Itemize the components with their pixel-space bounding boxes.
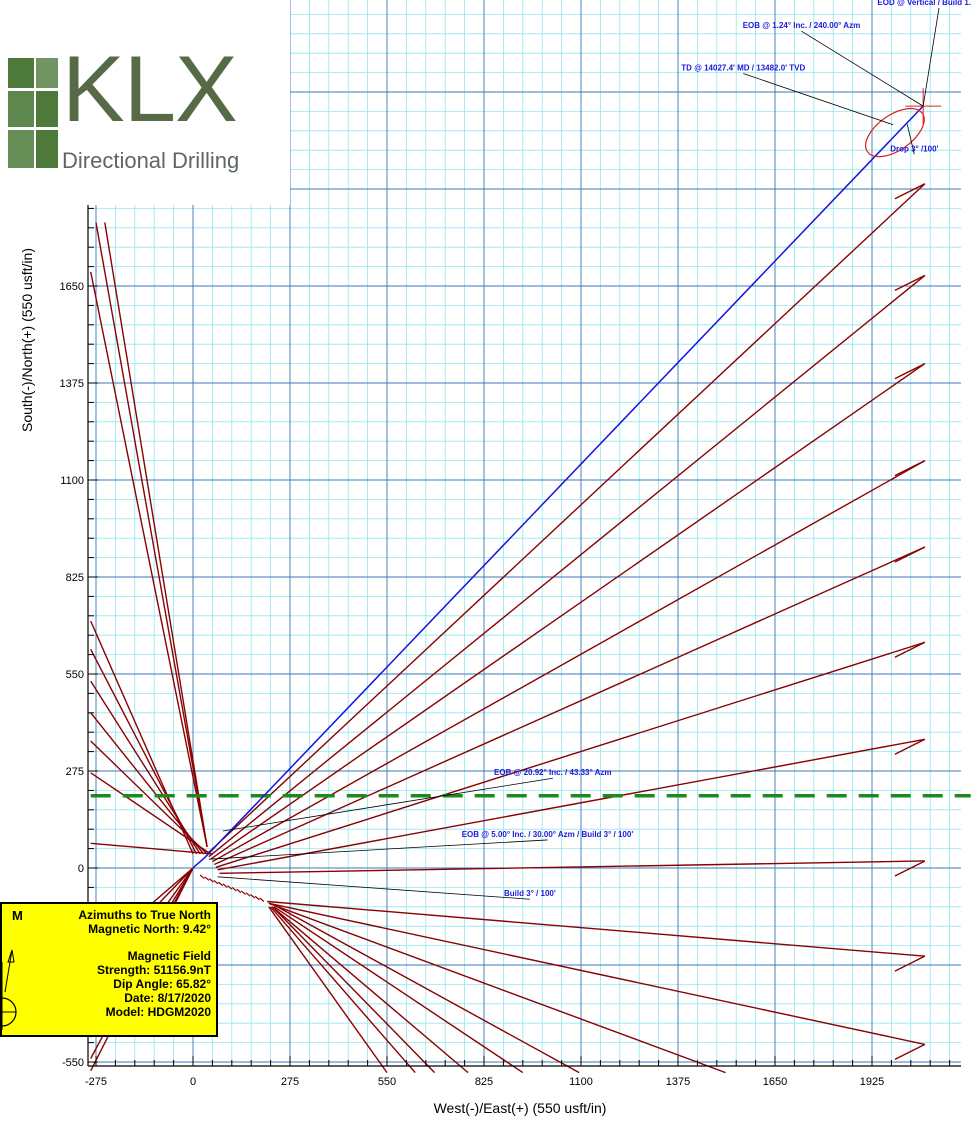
company-logo: KLX Directional Drilling: [0, 0, 290, 205]
offset-well-cluster-mark: [255, 896, 259, 900]
y-tick-label: 275: [66, 766, 84, 778]
logo-square: [8, 91, 34, 127]
north-marker-label: M: [12, 908, 23, 923]
annotation-label: EOB @ 1.24° Inc. / 240.00° Azm: [743, 21, 861, 30]
offset-well-cluster-mark: [209, 879, 213, 883]
offset-well-path: [272, 907, 468, 1073]
target: [857, 88, 941, 166]
annotation-leader: [801, 31, 923, 106]
y-tick-label: 550: [66, 669, 84, 681]
logo-square: [36, 130, 58, 168]
offset-well-path: [96, 223, 207, 847]
annotation-leader: [743, 73, 893, 124]
annotation-leader: [923, 8, 939, 106]
offset-well-cluster-mark: [241, 891, 245, 895]
logo-subtitle: Directional Drilling: [62, 148, 239, 174]
annotation-label: Build 3° / 100': [504, 889, 556, 898]
annotation-label: Drop 3° /100': [890, 144, 938, 153]
offset-well-path: [105, 223, 207, 847]
offset-well-cluster-mark: [214, 880, 218, 884]
legend-line: [78, 936, 211, 949]
offset-well-tail: [895, 461, 925, 476]
y-tick-label: -550: [62, 1057, 84, 1069]
offset-well-tail: [895, 184, 925, 199]
y-axis-label: South(-)/North(+) (550 usft/in): [19, 248, 35, 432]
offset-well-cluster-mark: [260, 898, 264, 902]
offset-well-path: [218, 739, 925, 870]
x-tick-label: 0: [190, 1076, 196, 1088]
offset-well-tail: [895, 1044, 925, 1059]
offset-well-tail: [895, 364, 925, 379]
north-arrow-icon: [2, 932, 52, 1032]
annotation-leader: [218, 877, 530, 899]
logo-name: KLX: [62, 42, 237, 136]
offset-well-cluster-mark: [237, 889, 241, 893]
annotation-label: EOD @ Vertical / Build 1.5° / 100': [877, 0, 971, 7]
offset-well-path: [267, 902, 925, 957]
offset-well-cluster-mark: [205, 877, 209, 881]
x-tick-label: 550: [378, 1076, 396, 1088]
x-axis-label: West(-)/East(+) (550 usft/in): [434, 1100, 607, 1116]
offset-well-path: [269, 903, 726, 1072]
x-tick-label: 1925: [860, 1076, 884, 1088]
legend-line: Magnetic North: 9.42°: [78, 922, 211, 936]
offset-well-path: [271, 907, 416, 1073]
logo-square: [8, 130, 34, 168]
offset-well-path: [214, 547, 925, 865]
logo-square: [36, 58, 58, 88]
y-tick-label: 1650: [60, 281, 84, 293]
x-tick-label: -275: [85, 1076, 107, 1088]
logo-square: [8, 58, 34, 88]
legend-line: Strength: 51156.9nT: [78, 963, 211, 977]
legend-line: Azimuths to True North: [78, 908, 211, 922]
y-tick-label: 0: [78, 863, 84, 875]
annotation-label: EOB @ 5.00° Inc. / 30.00° Azm / Build 3°…: [462, 830, 634, 839]
offset-well-path: [212, 461, 925, 862]
offset-well-cluster-mark: [223, 884, 227, 888]
offset-well-path: [220, 861, 925, 873]
north-reference-legend: M Azimuths to True North Magnetic North:…: [0, 902, 218, 1037]
legend-line: Date: 8/17/2020: [78, 991, 211, 1005]
x-tick-label: 1650: [763, 1076, 787, 1088]
annotation-label: EOB @ 20.92° Inc. / 43.33° Azm: [494, 768, 612, 777]
x-tick-label: 1375: [666, 1076, 690, 1088]
legend-line: Model: HDGM2020: [78, 1005, 211, 1019]
x-tick-label: 275: [281, 1076, 299, 1088]
legend-text: Azimuths to True North Magnetic North: 9…: [78, 908, 211, 1019]
x-tick-label: 1100: [569, 1076, 593, 1088]
legend-line: Magnetic Field: [78, 949, 211, 963]
offset-well-cluster-mark: [218, 882, 222, 886]
offset-well-cluster-mark: [200, 875, 204, 879]
offset-well-path: [211, 364, 925, 860]
y-tick-label: 1100: [60, 475, 84, 487]
annotation-leader: [209, 840, 548, 859]
x-tick-labels: -275 0 275 550 825 1100 1375 1650 1925: [85, 1076, 884, 1088]
x-tick-label: 825: [475, 1076, 493, 1088]
y-tick-label: 825: [66, 572, 84, 584]
annotation-label: TD @ 14027.4' MD / 13482.0' TVD: [681, 63, 805, 72]
logo-square: [36, 91, 58, 127]
offset-well-tail: [895, 547, 925, 562]
offset-well-tail: [895, 956, 925, 971]
y-tick-label: 1375: [60, 378, 84, 390]
offset-well-cluster-mark: [232, 887, 236, 891]
legend-line: Dip Angle: 65.82°: [78, 977, 211, 991]
offset-well-cluster-mark: [246, 893, 250, 897]
offset-well-path: [274, 905, 579, 1073]
offset-well-path: [272, 907, 434, 1073]
